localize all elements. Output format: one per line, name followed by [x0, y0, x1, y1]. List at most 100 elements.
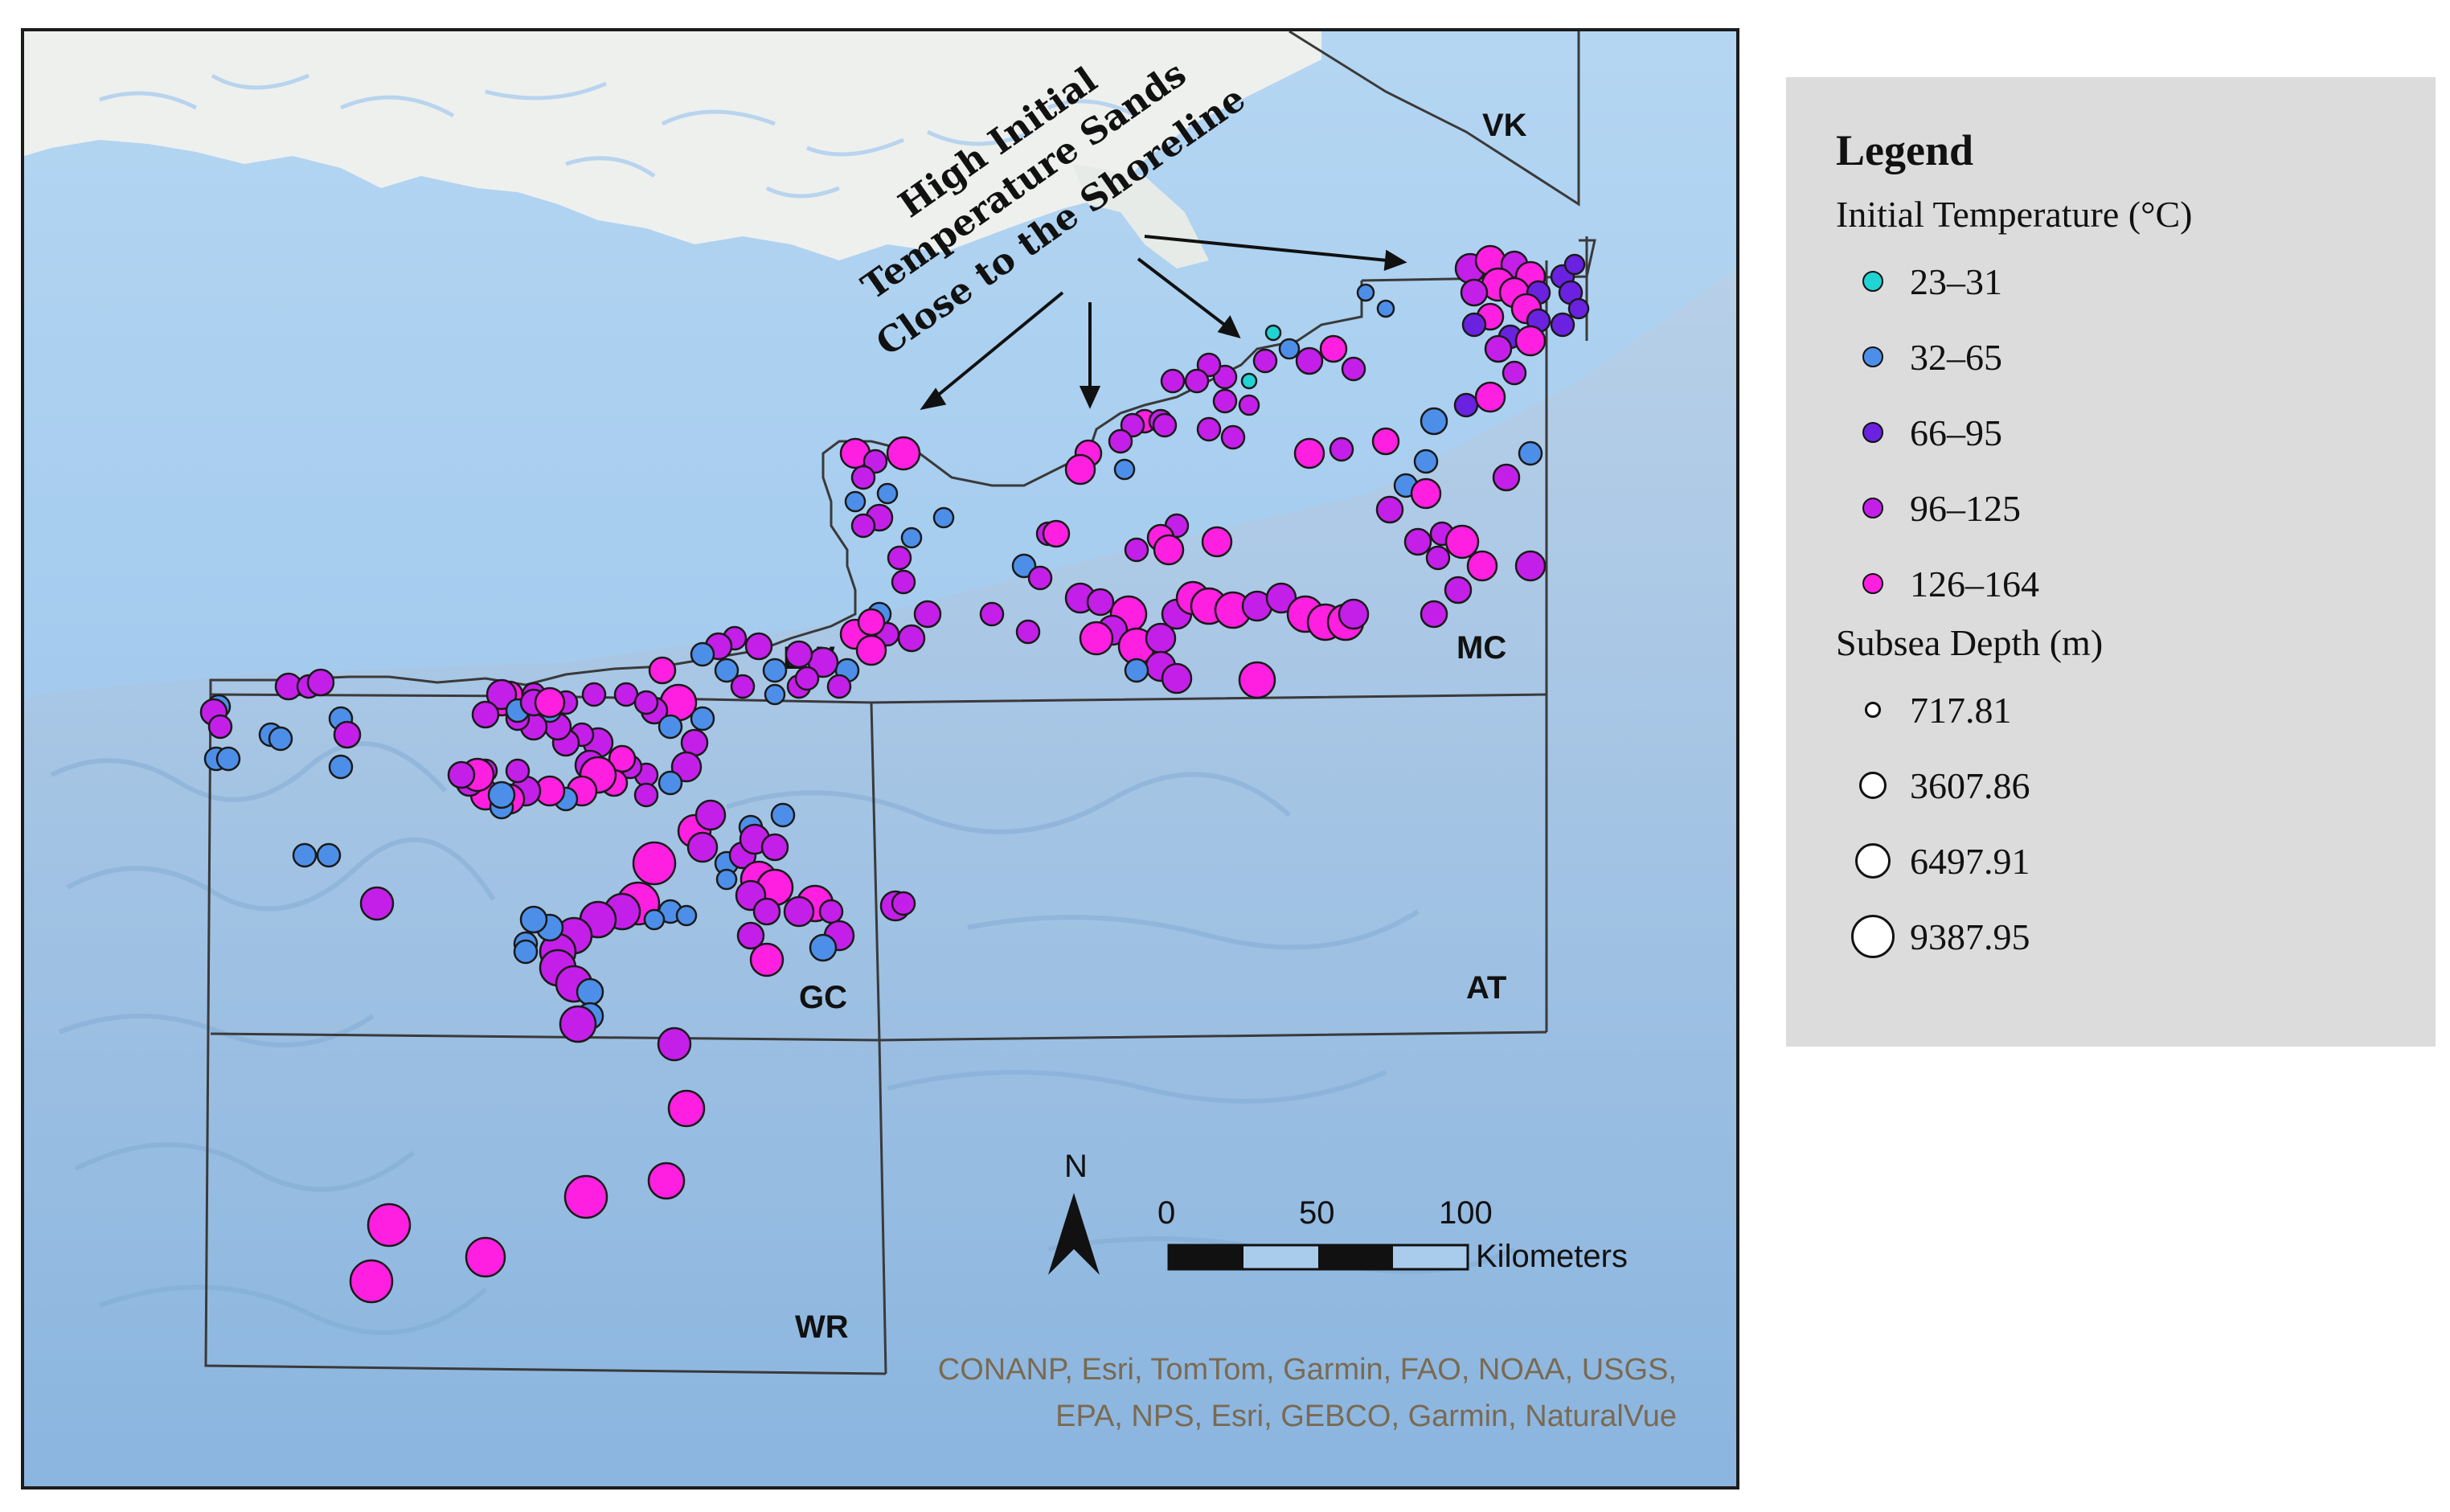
- well-marker: [1319, 334, 1348, 363]
- well-marker: [1015, 619, 1041, 645]
- legend-depth-label: 9387.95: [1910, 916, 2030, 957]
- well-marker: [359, 886, 395, 921]
- legend-depth-row: 9387.95: [1836, 899, 2436, 974]
- well-marker: [900, 527, 923, 549]
- well-marker: [891, 891, 916, 916]
- well-marker: [367, 1203, 412, 1248]
- well-marker: [1420, 600, 1448, 629]
- legend-panel: Legend Initial Temperature (°C) 23–31 32…: [1786, 77, 2436, 1047]
- north-arrow-icon: N: [1048, 1149, 1100, 1275]
- well-marker: [513, 939, 539, 965]
- well-marker: [857, 608, 886, 637]
- well-marker: [657, 1026, 692, 1062]
- attribution-line-1: CONANP, Esri, TomTom, Garmin, FAO, NOAA,…: [938, 1353, 1677, 1387]
- legend-depth-swatch: [1836, 915, 1910, 958]
- well-marker: [690, 641, 715, 667]
- delta-lobe: [1072, 164, 1209, 268]
- well-marker: [770, 802, 796, 828]
- legend-temperature-title: Initial Temperature (°C): [1836, 194, 2193, 235]
- well-marker: [1518, 440, 1543, 466]
- well-marker: [932, 506, 955, 529]
- well-marker: [690, 706, 715, 731]
- well-marker: [794, 666, 820, 691]
- well-marker: [485, 678, 518, 711]
- scale-tick-0: 0: [1157, 1195, 1175, 1231]
- well-marker: [1064, 453, 1096, 486]
- legend-temp-swatch: [1836, 498, 1910, 518]
- legend-depth-title: Subsea Depth (m): [1836, 622, 2104, 663]
- well-marker: [1420, 407, 1448, 436]
- well-marker: [715, 868, 738, 891]
- well-marker: [643, 908, 666, 931]
- well-marker: [714, 658, 740, 683]
- well-marker: [1329, 436, 1354, 462]
- well-marker: [487, 781, 516, 809]
- well-marker: [447, 760, 476, 789]
- well-marker: [1514, 550, 1547, 582]
- map-frame[interactable]: VK MC EW GC AT WR High Initial Temperatu…: [21, 28, 1739, 1489]
- well-marker: [1502, 360, 1527, 386]
- well-marker: [1252, 348, 1278, 374]
- well-marker: [268, 726, 293, 752]
- well-marker: [1124, 658, 1149, 683]
- well-marker: [1264, 324, 1282, 342]
- well-marker: [1108, 428, 1133, 454]
- well-marker: [760, 833, 789, 862]
- legend-temp-label: 23–31: [1910, 260, 2002, 302]
- well-marker: [1160, 368, 1186, 394]
- well-marker: [1341, 356, 1366, 382]
- well-marker: [979, 601, 1005, 627]
- legend-temp-row: 126–164: [1836, 546, 2436, 621]
- legend-temp-swatch: [1836, 346, 1910, 367]
- well-markers: [199, 244, 1590, 1304]
- well-marker: [1461, 312, 1487, 338]
- well-marker: [581, 682, 607, 707]
- well-marker: [1240, 372, 1258, 390]
- map-canvas[interactable]: VK MC EW GC AT WR High Initial Temperatu…: [24, 31, 1736, 1486]
- well-marker: [1265, 582, 1297, 614]
- well-marker: [1425, 545, 1451, 571]
- well-marker: [1079, 621, 1114, 656]
- well-marker: [1293, 437, 1325, 469]
- well-marker: [505, 758, 531, 784]
- well-marker: [1201, 526, 1233, 558]
- well-marker: [887, 545, 912, 571]
- well-marker: [519, 905, 548, 934]
- legend-temp-label: 126–164: [1910, 563, 2039, 604]
- well-marker: [316, 842, 342, 868]
- well-marker: [1492, 463, 1521, 492]
- well-marker: [306, 668, 335, 697]
- well-marker: [1196, 352, 1222, 378]
- well-marker: [764, 683, 786, 706]
- well-marker: [809, 933, 838, 962]
- well-marker: [667, 1089, 706, 1128]
- attribution-line-2: EPA, NPS, Esri, GEBCO, Garmin, NaturalVu…: [1055, 1399, 1677, 1433]
- well-marker: [1278, 338, 1301, 360]
- well-marker: [876, 482, 899, 505]
- well-marker: [785, 640, 813, 669]
- legend-temp-swatch: [1836, 271, 1910, 292]
- well-marker: [1376, 299, 1395, 318]
- legend-depth-swatch: [1836, 702, 1910, 718]
- continental-slope: [24, 268, 1736, 1486]
- well-marker: [1371, 427, 1400, 456]
- area-label-vk: VK: [1482, 108, 1527, 143]
- well-marker: [670, 751, 703, 783]
- legend-temp-label: 66–95: [1910, 412, 2002, 453]
- well-marker: [1212, 388, 1238, 414]
- scale-tick-100: 100: [1439, 1195, 1493, 1231]
- well-marker: [1295, 346, 1324, 375]
- well-marker: [1124, 537, 1149, 563]
- legend-temp-row: 32–65: [1836, 319, 2436, 395]
- well-marker: [207, 714, 233, 740]
- legend-depth-label: 6497.91: [1910, 840, 2030, 882]
- well-marker: [1484, 334, 1513, 363]
- well-marker: [1086, 588, 1115, 617]
- well-marker: [534, 686, 566, 719]
- well-marker: [1514, 325, 1547, 357]
- area-label-gc: GC: [799, 980, 847, 1015]
- well-marker: [1338, 598, 1370, 630]
- well-marker: [1460, 278, 1489, 307]
- legend-depth-label: 717.81: [1910, 689, 2012, 731]
- north-label: N: [1064, 1149, 1088, 1184]
